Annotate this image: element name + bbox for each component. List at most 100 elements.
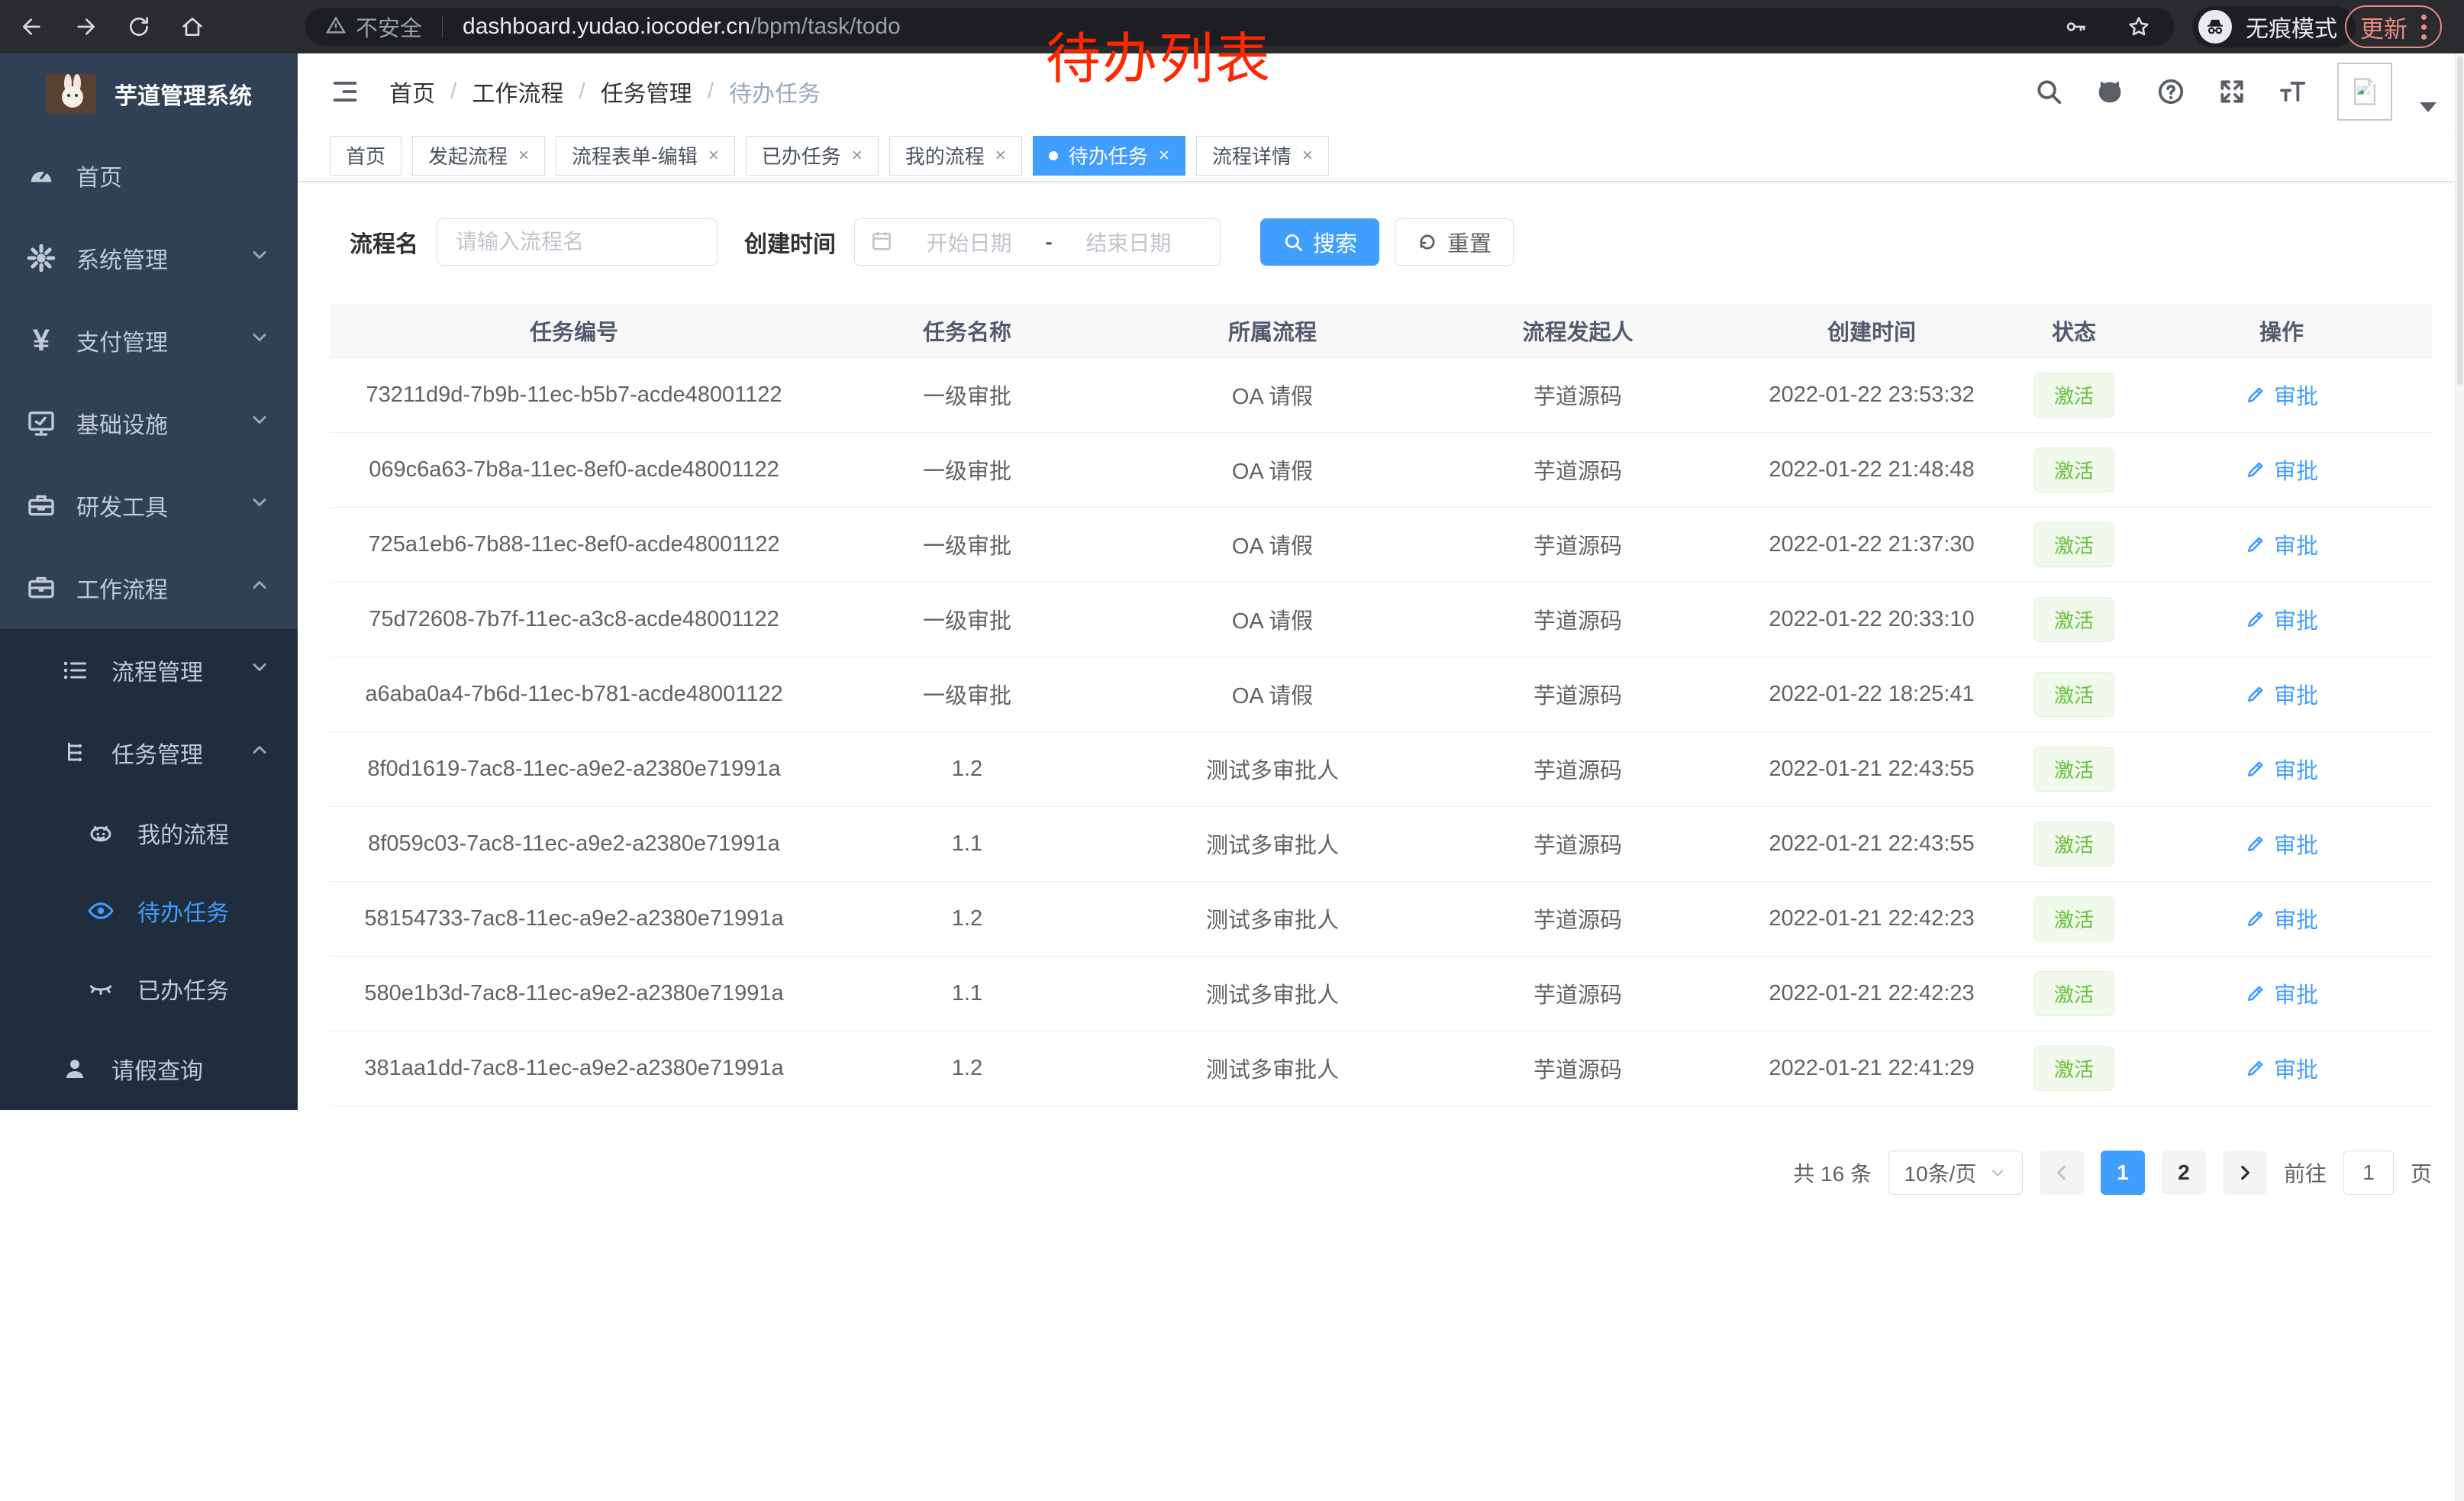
cell-process: OA 请假 [1116,507,1429,583]
approve-link[interactable]: 审批 [2245,977,2318,1009]
approve-link[interactable]: 审批 [2245,379,2318,411]
tag-home[interactable]: 首页 [330,135,402,176]
approve-link[interactable]: 审批 [2245,454,2318,486]
sidebar-item-devtools[interactable]: 研发工具 [0,464,298,547]
fullscreen-icon[interactable] [2215,75,2249,108]
reset-button[interactable]: 重置 [1395,218,1514,266]
cell-task-id: 75d72608-7b7f-11ec-a3c8-acde48001122 [330,582,818,657]
robot-face-icon [85,818,116,848]
prev-page-button[interactable] [2039,1150,2084,1195]
tag-done-tasks[interactable]: 已办任务 × [745,135,879,176]
search-icon[interactable] [2032,75,2066,108]
process-name-input[interactable] [437,218,718,266]
eye-closed-icon [85,973,116,1004]
tag-process-detail[interactable]: 流程详情 × [1195,135,1329,176]
edit-pen-icon [2247,1060,2263,1076]
approve-link[interactable]: 审批 [2245,603,2318,635]
page-size-select[interactable]: 10条/页 [1888,1150,2023,1195]
close-icon[interactable]: × [851,144,863,166]
page-scrollbar[interactable] [2455,53,2464,1501]
sidebar-item-infra[interactable]: 基础设施 [0,382,298,464]
cell-task-name: 一级审批 [818,357,1116,433]
sidebar-item-todo-tasks[interactable]: 待办任务 [0,872,298,950]
sidebar-item-home[interactable]: 首页 [0,134,298,217]
sidebar-item-workflow[interactable]: 工作流程 [0,547,298,629]
search-button[interactable]: 搜索 [1260,218,1380,266]
table-row: 75d72608-7b7f-11ec-a3c8-acde48001122 一级审… [330,582,2432,657]
cell-task-name: 1.2 [818,881,1116,957]
font-size-icon[interactable] [2276,75,2310,108]
github-icon[interactable] [2093,75,2127,108]
list-icon [60,655,90,686]
breadcrumb-task-mgmt[interactable]: 任务管理 [600,82,692,107]
logo[interactable]: 芋道管理系统 [0,53,298,134]
page-button-2[interactable]: 2 [2161,1150,2206,1195]
toolbox-icon [24,489,58,522]
tag-todo-tasks[interactable]: 待办任务 × [1032,135,1185,176]
tag-my-process[interactable]: 我的流程 × [889,135,1022,176]
browser-menu-icon[interactable] [2421,14,2427,40]
sidebar-collapse-icon[interactable] [328,75,362,108]
address-bar[interactable]: 不安全 dashboard.yudao.iocoder.cn/bpm/task/… [305,8,2174,46]
next-page-button[interactable] [2222,1150,2267,1195]
tag-start-process[interactable]: 发起流程 × [412,135,546,176]
bookmark-star-icon[interactable] [2124,11,2154,42]
cell-process: 测试多审批人 [1116,731,1429,807]
sidebar-item-my-process[interactable]: 我的流程 [0,794,298,872]
goto-page-input[interactable] [2343,1150,2394,1195]
help-icon[interactable] [2154,75,2188,108]
browser-home-icon[interactable] [177,11,208,42]
url-text[interactable]: dashboard.yudao.iocoder.cn/bpm/task/todo [463,14,901,39]
close-icon[interactable]: × [518,144,530,166]
browser-reload-icon[interactable] [124,11,154,42]
table-row: a6aba0a4-7b6d-11ec-b781-acde48001122 一级审… [330,657,2432,732]
tag-form-edit[interactable]: 流程表单-编辑 × [556,135,735,176]
status-badge: 激活 [2033,671,2114,717]
avatar[interactable] [2337,63,2392,121]
scrollbar-thumb[interactable] [2457,56,2463,385]
breadcrumb-workflow[interactable]: 工作流程 [472,82,564,107]
date-end-placeholder[interactable]: 结束日期 [1085,231,1172,255]
sidebar-item-system[interactable]: 系统管理 [0,217,298,299]
avatar-caret-icon[interactable] [2420,102,2437,112]
approve-link[interactable]: 审批 [2245,1052,2318,1084]
sidebar-item-process-mgmt[interactable]: 流程管理 [0,629,298,712]
cell-initiator: 芋道源码 [1429,956,1727,1031]
cell-task-name: 一级审批 [818,657,1116,732]
browser-forward-icon[interactable] [70,11,101,42]
sidebar-item-label: 请假查询 [111,1059,203,1084]
sidebar-item-leave-query[interactable]: 请假查询 [0,1028,298,1110]
breadcrumb-home[interactable]: 首页 [389,82,435,107]
approve-link[interactable]: 审批 [2245,678,2318,710]
sidebar-item-done-tasks[interactable]: 已办任务 [0,950,298,1028]
date-range-picker[interactable]: 开始日期 - 结束日期 [854,218,1221,266]
cell-task-id: 069c6a63-7b8a-11ec-8ef0-acde48001122 [330,432,818,508]
approve-link[interactable]: 审批 [2245,528,2318,560]
chevron-down-icon [249,657,270,684]
edit-pen-icon [2247,537,2263,552]
approve-label: 审批 [2273,534,2318,559]
goto-unit: 页 [2410,1161,2432,1186]
browser-update-button[interactable]: 更新 [2345,5,2442,48]
page-button-1[interactable]: 1 [2100,1150,2145,1195]
browser-back-icon[interactable] [17,11,47,42]
key-icon[interactable] [2061,11,2091,42]
close-icon[interactable]: × [1301,144,1313,166]
edit-pen-icon [2247,836,2263,851]
sidebar-item-payment[interactable]: ¥ 支付管理 [0,299,298,382]
approve-label: 审批 [2273,608,2318,634]
cell-action: 审批 [2131,731,2432,807]
sidebar-item-task-mgmt[interactable]: 任务管理 [0,712,298,794]
approve-link[interactable]: 审批 [2245,753,2318,785]
close-icon[interactable]: × [995,144,1006,166]
eye-icon [85,896,116,926]
close-icon[interactable]: × [708,144,719,166]
approve-link[interactable]: 审批 [2245,828,2318,860]
cell-status: 激活 [2017,956,2131,1031]
approve-link[interactable]: 审批 [2245,902,2318,934]
browser-toolbar: 不安全 dashboard.yudao.iocoder.cn/bpm/task/… [0,0,2464,53]
security-label[interactable]: 不安全 [356,17,423,41]
date-start-placeholder[interactable]: 开始日期 [926,231,1012,255]
edit-pen-icon [2247,761,2263,776]
close-icon[interactable]: × [1158,144,1169,166]
